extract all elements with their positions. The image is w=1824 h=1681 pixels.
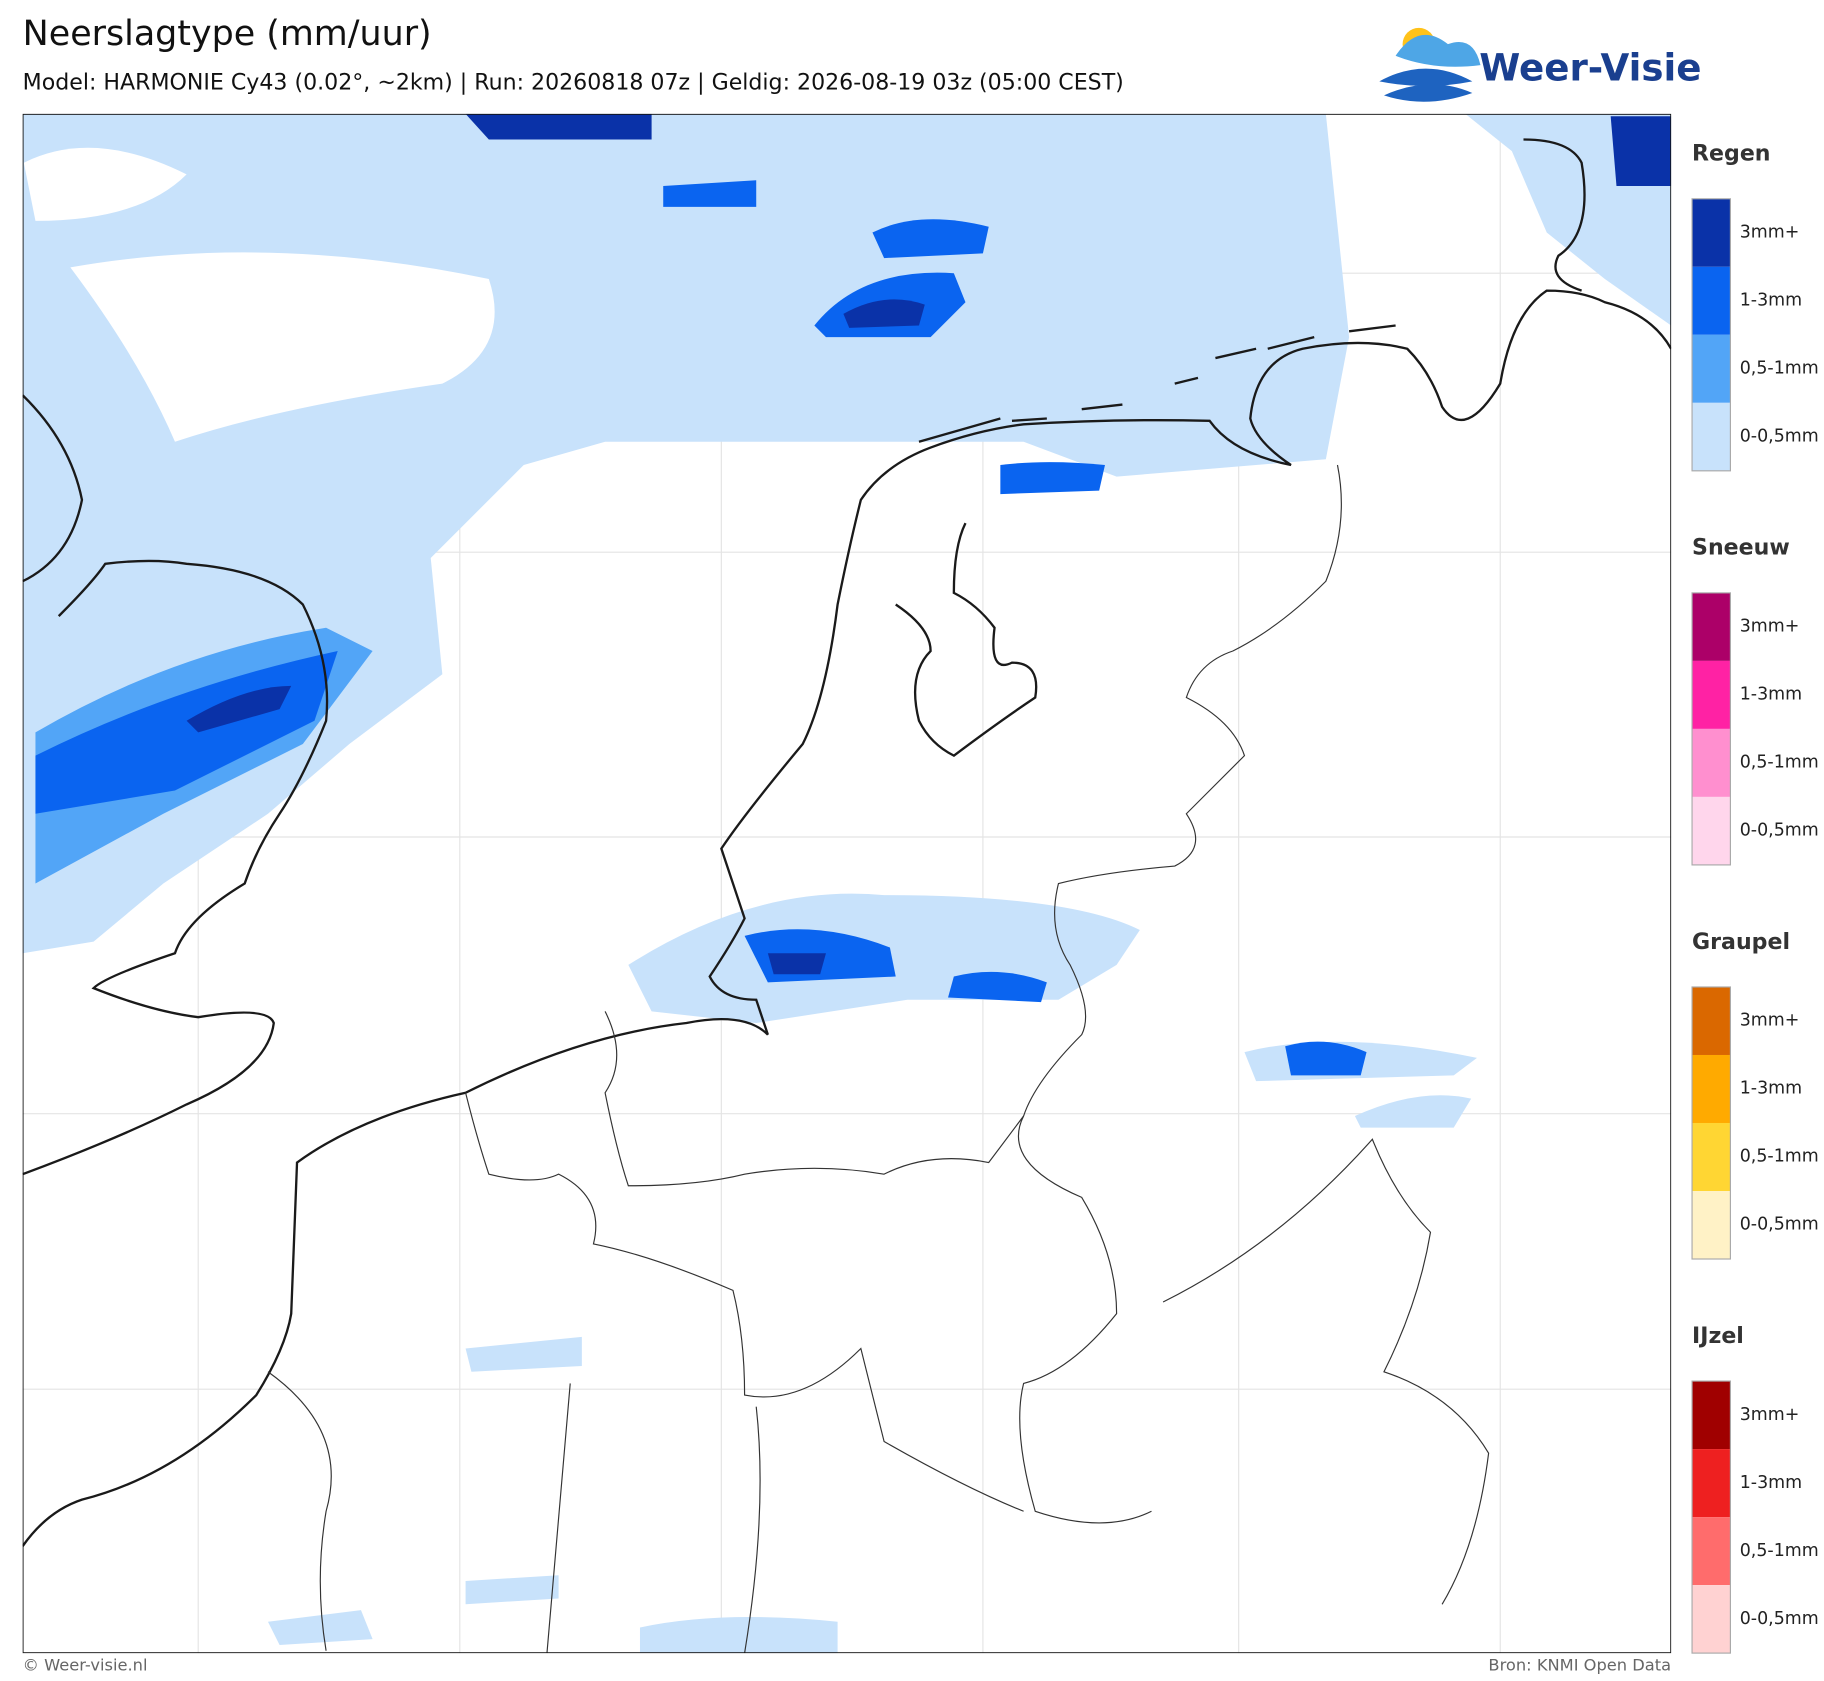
legend-frame xyxy=(1691,986,1731,1260)
legend-label: 3mm+ xyxy=(1740,1405,1800,1425)
legend-label: 3mm+ xyxy=(1740,223,1800,243)
legend-frame xyxy=(1691,198,1731,472)
legend-label: 0-0,5mm xyxy=(1740,427,1819,447)
legend-frame xyxy=(1691,592,1731,866)
legend-swatch xyxy=(1692,402,1731,471)
legend-label: 0-0,5mm xyxy=(1740,1215,1819,1235)
legend-swatch xyxy=(1692,1517,1731,1586)
legend-label: 0,5-1mm xyxy=(1740,1147,1819,1167)
legend-label: 1-3mm xyxy=(1740,291,1802,311)
logo-text: Weer-Visie xyxy=(1479,45,1701,89)
legend-label: 1-3mm xyxy=(1740,1473,1802,1493)
legend-swatch xyxy=(1692,1449,1731,1518)
legend-label: 1-3mm xyxy=(1740,1079,1802,1099)
footer-right: Bron: KNMI Open Data xyxy=(1488,1655,1671,1674)
legend-swatch xyxy=(1692,266,1731,335)
legend-swatch xyxy=(1692,198,1731,267)
borders xyxy=(267,464,1490,1654)
coastlines xyxy=(22,138,1672,1547)
legend-swatch xyxy=(1692,728,1731,797)
legend-label: 0,5-1mm xyxy=(1740,1541,1819,1561)
legend-swatch xyxy=(1692,334,1731,403)
map xyxy=(22,113,1672,1654)
legend-swatch xyxy=(1692,660,1731,729)
legend-swatch xyxy=(1692,1585,1731,1654)
legend-title: Graupel xyxy=(1692,930,1790,955)
legend-label: 0,5-1mm xyxy=(1740,359,1819,379)
legend-label: 3mm+ xyxy=(1740,617,1800,637)
subtitle: Model: HARMONIE Cy43 (0.02°, ~2km) | Run… xyxy=(23,71,1124,96)
legend-swatch xyxy=(1692,1190,1731,1260)
legend-label: 3mm+ xyxy=(1740,1011,1800,1031)
legend: Regen 3mm+ 1-3mm 0,5-1mm 0-0,5mm Sneeuw 3mm+ 1-… xyxy=(1691,142,1819,1654)
legend-swatch xyxy=(1692,1054,1731,1123)
legend-title: Regen xyxy=(1692,142,1770,167)
precipitation xyxy=(22,113,1672,1654)
legend-title: Sneeuw xyxy=(1692,536,1790,561)
legend-label: 0-0,5mm xyxy=(1740,1609,1819,1629)
legend-swatch xyxy=(1692,592,1731,661)
legend-swatch xyxy=(1692,1122,1731,1191)
title: Neerslagtype (mm/uur) xyxy=(23,14,432,54)
legend-label: 0-0,5mm xyxy=(1740,821,1819,841)
legend-label: 1-3mm xyxy=(1740,685,1802,705)
legend-frame xyxy=(1691,1380,1731,1654)
legend-swatch xyxy=(1692,986,1731,1055)
legend-title: IJzel xyxy=(1692,1324,1744,1349)
legend-swatch xyxy=(1692,796,1731,865)
footer-left: © Weer-visie.nl xyxy=(23,1655,148,1674)
legend-swatch xyxy=(1692,1381,1731,1450)
legend-label: 0,5-1mm xyxy=(1740,753,1819,773)
logo: Weer-Visie xyxy=(1379,27,1701,102)
